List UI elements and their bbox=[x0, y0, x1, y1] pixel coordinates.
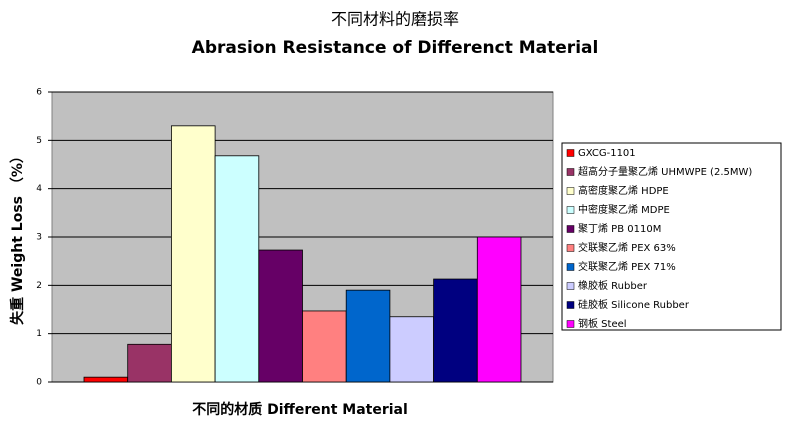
legend-label: 橡胶板 Rubber bbox=[578, 279, 648, 292]
bar bbox=[345, 289, 391, 383]
legend-label: 聚丁烯 PB 0110M bbox=[578, 222, 661, 235]
legend-swatch bbox=[566, 206, 575, 214]
legend-swatch bbox=[566, 301, 575, 309]
legend-swatch bbox=[566, 225, 575, 233]
legend-label: 交联聚乙烯 PEX 71% bbox=[578, 260, 676, 273]
bar bbox=[302, 310, 347, 383]
bar bbox=[389, 316, 434, 383]
legend-swatch bbox=[566, 168, 575, 176]
legend-swatch bbox=[566, 149, 575, 157]
legend-label: 高密度聚乙烯 HDPE bbox=[578, 184, 669, 197]
x-axis-label: 不同的材质 Different Material bbox=[192, 401, 408, 418]
legend-label: 交联聚乙烯 PEX 63% bbox=[578, 241, 676, 254]
y-tick-label: 5 bbox=[36, 136, 42, 146]
legend-swatch bbox=[566, 263, 575, 271]
bar bbox=[214, 155, 260, 383]
legend-swatch bbox=[566, 187, 575, 195]
legend-swatch bbox=[566, 282, 575, 290]
bar bbox=[433, 278, 478, 383]
legend-label: 超高分子量聚乙烯 UHMWPE (2.5MW) bbox=[578, 165, 752, 178]
legend-box bbox=[561, 142, 782, 331]
y-tick-label: 0 bbox=[36, 378, 42, 388]
legend-label: 硅胶板 Silicone Rubber bbox=[578, 298, 690, 311]
bar bbox=[476, 236, 522, 383]
legend-label: 中密度聚乙烯 MDPE bbox=[578, 203, 670, 216]
y-tick-label: 1 bbox=[36, 329, 42, 339]
y-axis-label: 失重 Weight Loss （%） bbox=[9, 149, 26, 325]
bar bbox=[127, 343, 172, 383]
legend-swatch bbox=[566, 244, 575, 252]
legend-label: GXCG-1101 bbox=[578, 148, 636, 159]
y-tick-label: 2 bbox=[36, 281, 42, 291]
bar bbox=[83, 376, 129, 383]
y-tick-label: 3 bbox=[36, 233, 42, 243]
y-tick-label: 4 bbox=[36, 184, 42, 194]
bar bbox=[170, 125, 216, 383]
chart-subtitle: Abrasion Resistance of Differenct Materi… bbox=[192, 38, 599, 58]
chart-title: 不同材料的磨损率 bbox=[331, 10, 459, 29]
legend-label: 钢板 Steel bbox=[578, 317, 627, 330]
bar bbox=[258, 249, 303, 383]
legend-swatch bbox=[566, 320, 575, 328]
y-tick-label: 6 bbox=[36, 88, 42, 98]
